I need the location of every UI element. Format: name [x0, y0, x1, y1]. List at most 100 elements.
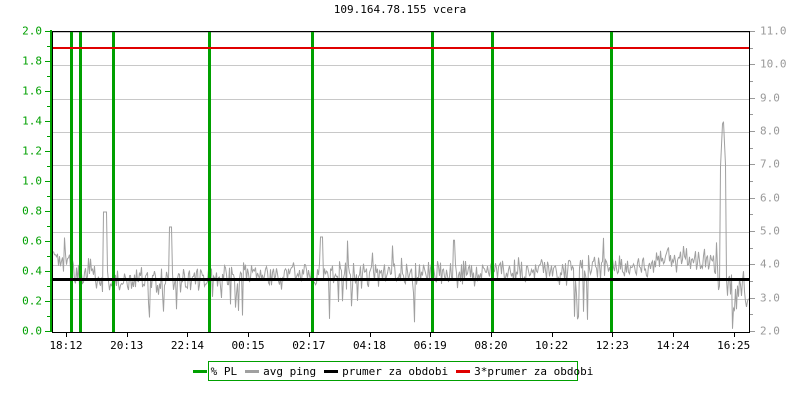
right-axis-tick	[748, 264, 755, 266]
left-axis-tick	[45, 121, 52, 122]
avg-ping-series	[53, 121, 749, 329]
legend-item-label: % PL	[210, 364, 238, 378]
right-axis-tick-label: 3.0	[760, 291, 780, 305]
right-axis-tick-label: 4.0	[760, 257, 780, 271]
right-axis-minor-tick	[748, 281, 753, 282]
left-axis-tick	[45, 211, 52, 212]
left-axis-tick	[45, 61, 52, 62]
left-axis-minor-tick	[47, 196, 52, 197]
left-axis-tick	[45, 331, 52, 332]
x-axis-tick-label: 12:23	[595, 339, 629, 352]
plot-inner	[53, 32, 749, 332]
pl-impulse-bar	[79, 32, 83, 332]
avg-ping-path	[53, 121, 749, 329]
right-axis-tick	[748, 64, 755, 66]
x-axis-tick	[551, 332, 553, 337]
pl-impulse-bar	[111, 32, 115, 332]
right-axis-minor-tick	[748, 247, 753, 249]
x-axis-tick	[66, 332, 67, 337]
right-axis-minor-tick	[748, 114, 753, 116]
right-axis-tick-label: 8.0	[760, 124, 780, 138]
gridline	[53, 32, 749, 33]
legend-swatch-icon	[192, 369, 207, 373]
left-axis-tick-label: 1.6	[22, 84, 42, 98]
x-axis-tick	[430, 332, 432, 337]
right-axis-tick	[748, 31, 755, 32]
right-axis-minor-tick	[748, 181, 753, 182]
x-axis-tick	[126, 332, 128, 337]
gridline	[53, 298, 749, 300]
right-axis-tick	[748, 331, 755, 332]
chart-legend: % PL avg ping prumer za obdobi 3*prumer za …	[192, 361, 593, 381]
x-axis-tick	[612, 332, 614, 337]
legend-item[interactable]: prumer za obdobi	[324, 366, 448, 377]
legend-item-label: 3*prumer za obdobi	[474, 364, 594, 378]
left-axis-minor-tick	[47, 316, 52, 317]
legend-item[interactable]: avg ping	[245, 366, 316, 377]
pl-impulse-bar	[70, 32, 73, 332]
right-axis-tick-label: 9.0	[760, 91, 780, 105]
left-axis-tick	[45, 91, 52, 92]
left-axis-minor-tick	[47, 256, 52, 257]
left-axis-minor-tick	[47, 226, 52, 227]
left-axis-tick-label: 0.8	[22, 204, 42, 218]
right-axis-tick-label: 10.0	[760, 57, 787, 71]
x-axis-tick-label: 06:19	[413, 339, 447, 352]
left-axis-tick-label: 0.6	[22, 234, 42, 248]
x-axis-tick-label: 10:22	[535, 339, 569, 352]
x-axis-tick	[248, 332, 250, 337]
right-axis-tick	[748, 164, 755, 166]
right-axis-minor-tick	[748, 47, 753, 49]
left-axis-minor-tick	[47, 46, 52, 47]
mean3-line	[53, 47, 749, 49]
left-axis-tick-label: 1.4	[22, 114, 42, 128]
pl-impulse-bar	[491, 32, 495, 332]
x-axis-tick	[733, 332, 735, 337]
x-axis-tick	[187, 332, 189, 337]
left-axis-tick	[45, 301, 52, 302]
x-axis-tick-label: 02:17	[292, 339, 326, 352]
x-axis-tick-label: 08:20	[474, 339, 508, 352]
left-axis-minor-tick	[47, 136, 52, 137]
left-axis-minor-tick	[47, 166, 52, 167]
left-axis-tick-label: 1.0	[22, 174, 42, 188]
gridline	[53, 98, 749, 100]
x-axis-tick-label: 22:14	[170, 339, 204, 352]
gridline	[53, 165, 749, 167]
pl-impulse-bar	[430, 32, 434, 332]
right-axis-tick	[748, 97, 755, 99]
right-axis-tick	[748, 197, 755, 199]
right-axis-minor-tick	[748, 147, 753, 149]
left-axis-tick-label: 1.2	[22, 144, 42, 158]
legend-item[interactable]: 3*prumer za obdobi	[456, 366, 593, 377]
left-axis-tick	[45, 181, 52, 182]
pl-impulse-bar	[207, 32, 211, 332]
x-axis-tick-label: 04:18	[352, 339, 387, 352]
left-axis-tick	[45, 151, 52, 152]
x-axis-tick-label: 14:24	[656, 339, 690, 352]
x-axis-tick-label: 00:15	[231, 339, 265, 352]
x-axis-tick-label: 20:13	[110, 339, 144, 352]
x-axis-tick-label: 16:25	[717, 339, 751, 352]
left-axis-tick	[45, 31, 52, 32]
left-axis-tick-label: 1.8	[22, 54, 42, 68]
legend-swatch-icon	[245, 369, 260, 373]
left-axis-tick-label: 2.0	[22, 24, 42, 38]
right-axis-minor-tick	[748, 81, 753, 82]
right-axis-tick	[748, 231, 755, 232]
gridline	[53, 132, 749, 133]
legend-item[interactable]: % PL	[192, 364, 238, 378]
legend-swatch-icon	[324, 369, 339, 373]
plot-area	[52, 31, 750, 333]
right-axis-tick-label: 5.0	[760, 224, 780, 238]
chart-title: 109.164.78.155 vcera	[333, 3, 467, 16]
left-axis-tick-label: 0.2	[22, 294, 42, 308]
gridline	[53, 232, 749, 233]
right-axis-tick-label: 7.0	[760, 157, 780, 171]
left-axis-minor-tick	[47, 106, 52, 107]
mean-line	[53, 277, 749, 281]
x-axis-tick	[308, 332, 310, 337]
x-axis-tick	[673, 332, 674, 337]
gridline	[53, 198, 749, 200]
